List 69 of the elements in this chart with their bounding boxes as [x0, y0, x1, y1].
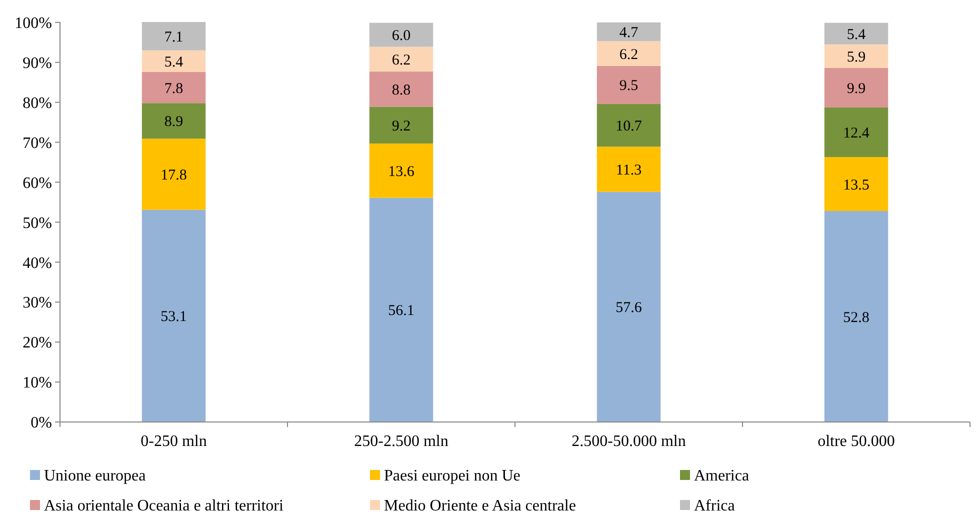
bar: [142, 210, 206, 422]
legend-label: Africa: [694, 498, 735, 515]
data-label: 10.7: [616, 118, 642, 135]
data-label: 9.5: [619, 78, 638, 94]
data-label: 6.0: [392, 28, 411, 44]
data-label: 6.2: [392, 52, 411, 68]
bar: [369, 46, 434, 72]
data-label: 13.5: [843, 177, 870, 194]
data-label: 11.3: [616, 162, 642, 179]
bar: [369, 22, 434, 47]
bar: [142, 50, 206, 72]
legend-label: America: [694, 468, 750, 485]
y-tick-label: 40%: [22, 254, 52, 272]
y-tick-label: 10%: [22, 374, 52, 392]
data-label: 6.2: [619, 46, 638, 63]
data-label: 8.8: [392, 82, 411, 98]
data-label: 7.8: [164, 80, 184, 97]
bar: [596, 192, 661, 422]
bar: [369, 198, 434, 422]
data-label: 5.4: [846, 26, 866, 43]
y-tick-label: 90%: [22, 54, 52, 72]
data-label: 5.9: [846, 49, 866, 66]
bar: [824, 68, 888, 108]
data-label: 17.8: [160, 168, 187, 184]
bar: [824, 211, 888, 422]
bar: [596, 104, 661, 147]
data-label: 56.1: [388, 303, 414, 320]
bar: [824, 157, 888, 212]
y-tick-label: 20%: [22, 334, 52, 352]
y-tick-label: 60%: [22, 174, 52, 192]
legend-label: Paesi europei non Ue: [384, 468, 520, 485]
data-label: 52.8: [843, 310, 870, 326]
bar: [824, 108, 888, 158]
data-label: 13.6: [388, 164, 415, 180]
y-tick-label: 70%: [22, 134, 52, 152]
bar: [142, 138, 206, 210]
legend-label: Medio Oriente e Asia centrale: [384, 498, 576, 515]
bar: [142, 72, 206, 104]
data-label: 53.1: [160, 309, 187, 326]
x-tick-label: 250-2.500 mln: [354, 433, 448, 450]
bar: [596, 22, 661, 42]
bar: [142, 22, 206, 50]
bar: [596, 146, 661, 192]
x-tick-label: 2.500-50.000 mln: [572, 433, 686, 450]
bar: [824, 44, 888, 68]
data-label: 5.4: [164, 54, 184, 70]
y-tick-label: 100%: [14, 15, 52, 32]
y-tick-label: 50%: [22, 214, 52, 232]
legend-label: Asia orientale Oceania e altri territori: [44, 498, 284, 515]
x-tick-label: oltre 50.000: [818, 433, 895, 450]
data-label: 12.4: [843, 126, 870, 142]
legend-label: Unione europea: [44, 468, 146, 485]
bar: [142, 103, 206, 139]
bar: [596, 66, 661, 104]
y-tick-label: 30%: [22, 294, 52, 312]
x-tick-label: 0-250 mln: [140, 433, 207, 450]
bar: [369, 143, 434, 198]
bar: [369, 72, 434, 107]
y-tick-label: 80%: [22, 94, 52, 112]
y-tick-label: 0%: [30, 414, 52, 432]
data-label: 4.7: [619, 25, 639, 42]
data-label: 57.6: [616, 300, 642, 316]
data-label: 8.9: [164, 114, 184, 130]
bar: [369, 106, 434, 144]
data-label: 7.1: [164, 29, 184, 46]
data-label: 9.2: [392, 118, 411, 134]
data-label: 9.9: [846, 80, 866, 97]
bar: [824, 22, 888, 44]
bar: [596, 41, 661, 66]
